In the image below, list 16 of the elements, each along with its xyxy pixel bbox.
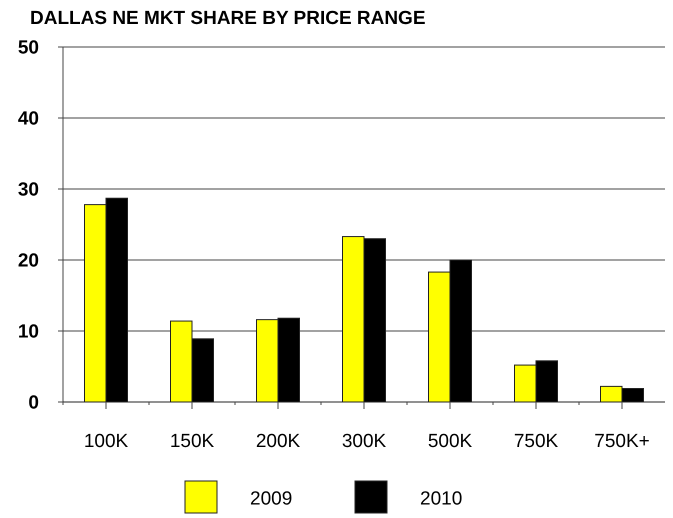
y-tick-label: 10 (18, 322, 39, 343)
x-tick-label: 300K (342, 431, 387, 452)
legend-label: 2009 (250, 488, 292, 510)
x-tick-label: 500K (428, 431, 473, 452)
x-tick-label: 750K (514, 431, 559, 452)
y-tick-label: 40 (18, 108, 39, 130)
y-tick-label: 50 (18, 38, 39, 59)
x-tick-label: 100K (84, 431, 129, 452)
x-tick-label: 150K (170, 431, 215, 452)
x-tick-label: 200K (256, 431, 301, 452)
y-tick-label: 30 (18, 180, 39, 201)
x-tick-label: 750K+ (594, 431, 650, 452)
chart-title: DALLAS NE MKT SHARE BY PRICE RANGE (30, 8, 426, 29)
y-tick-label: 0 (28, 392, 39, 414)
y-tick-label: 20 (18, 250, 39, 272)
legend-label: 2010 (420, 488, 462, 510)
